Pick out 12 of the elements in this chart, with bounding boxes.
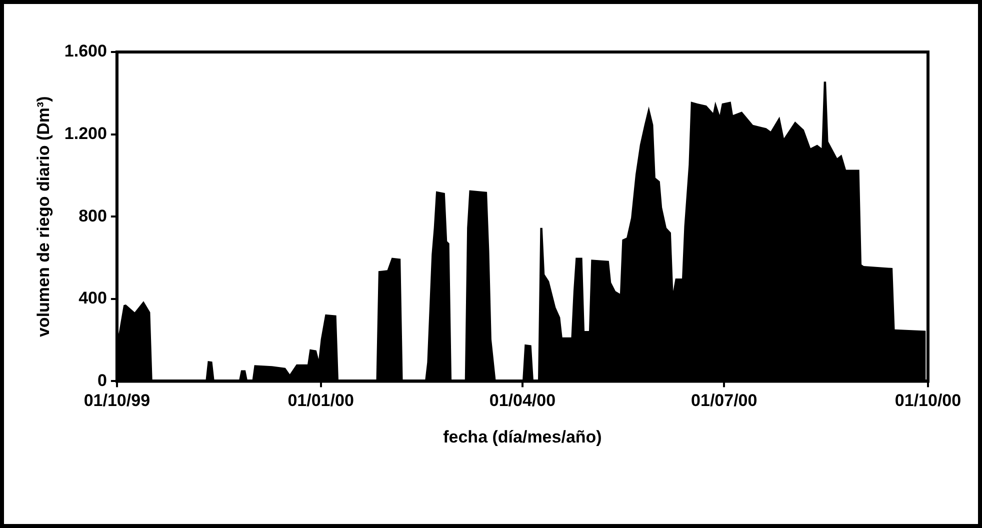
y-tick-label: 1.200 <box>64 124 107 143</box>
y-tick-label: 400 <box>78 288 107 308</box>
y-tick-label: 1.600 <box>64 42 107 61</box>
y-axis-title: volumen de riego diario (Dm³) <box>34 96 53 338</box>
x-tick-label: 01/10/00 <box>894 391 962 410</box>
x-tick-label: 01/01/00 <box>288 391 354 410</box>
x-axis-title: fecha (día/mes/año) <box>443 427 602 446</box>
y-tick-label: 0 <box>97 370 107 390</box>
x-tick-label: 01/04/00 <box>489 391 556 410</box>
y-tick-label: 800 <box>78 206 107 226</box>
x-tick-label: 01/07/00 <box>691 391 758 410</box>
x-tick-label: 01/10/99 <box>84 391 150 410</box>
